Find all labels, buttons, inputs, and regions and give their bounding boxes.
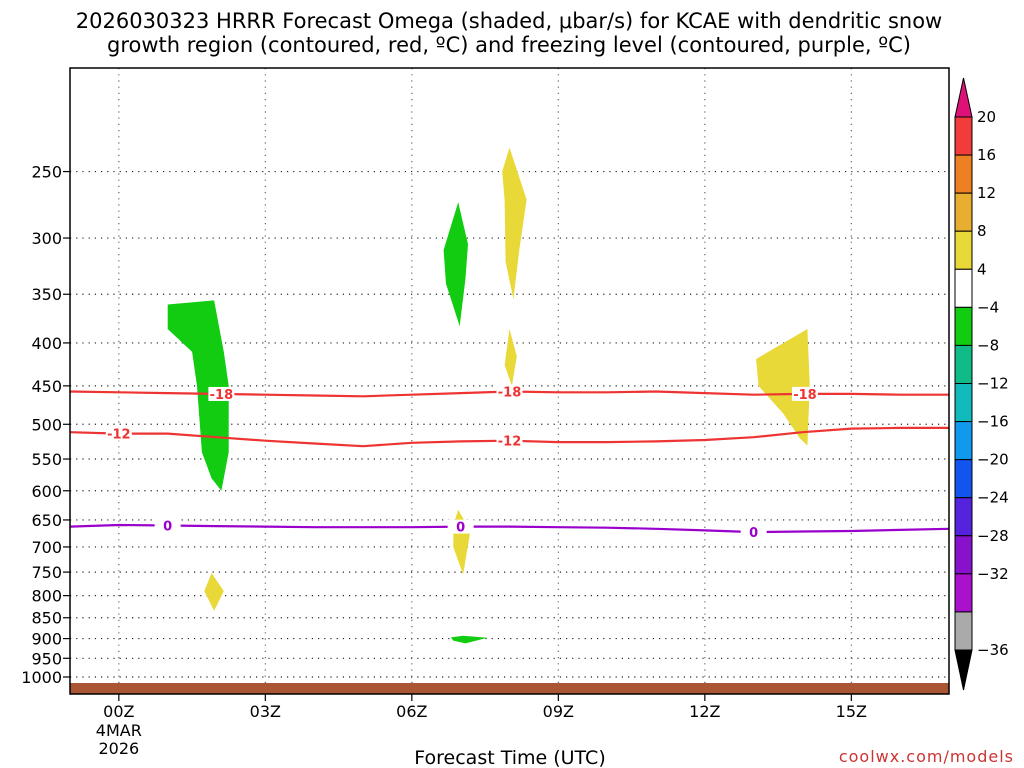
contour-label--18-2: -18	[498, 385, 522, 400]
omega-region-3	[450, 635, 488, 644]
y-tick-label-1000: 1000	[21, 668, 62, 687]
y-tick-label-500: 500	[31, 415, 62, 434]
contour-label-bg	[447, 519, 474, 534]
colorbar-swatch-5	[954, 268, 973, 308]
colorbar-label-10: −20	[977, 451, 1009, 469]
colorbar-label-2: 16	[977, 146, 996, 164]
contour-label-0-2: 0	[456, 521, 465, 536]
colorbar-swatch-10	[954, 459, 973, 499]
y-tick-label-450: 450	[31, 377, 62, 396]
x-tick-sublabel-1: 4MAR	[96, 721, 142, 740]
colorbar-label-4: 8	[977, 222, 987, 240]
ground-layer	[70, 683, 949, 694]
colorbar-label-3: 12	[977, 184, 996, 202]
colorbar-swatch-13	[954, 573, 973, 613]
colorbar-label-6: −4	[977, 298, 999, 316]
colorbar-label-13: −32	[977, 565, 1009, 583]
x-tick-label-00Z: 00Z	[103, 702, 134, 721]
x-tick-label-03Z: 03Z	[250, 702, 281, 721]
contour-label--12-1: -12	[107, 428, 131, 443]
omega-region-4	[502, 147, 527, 300]
omega-region-1	[167, 300, 229, 491]
y-tick-label-950: 950	[31, 649, 62, 668]
omega-region-2	[443, 202, 468, 327]
y-tick-label-750: 750	[31, 563, 62, 582]
chart-title-line-1: 2026030323 HRRR Forecast Omega (shaded, …	[76, 9, 942, 33]
chart-title-line-2: growth region (contoured, red, ºC) and f…	[107, 33, 911, 57]
colorbar-label-11: −24	[977, 489, 1009, 507]
colorbar-swatch-9	[954, 421, 973, 461]
y-tick-label-400: 400	[31, 334, 62, 353]
colorbar-label-7: −8	[977, 336, 999, 354]
contour-label--18-3: -18	[793, 388, 817, 403]
omega-region-7	[204, 573, 224, 611]
x-tick-label-12Z: 12Z	[689, 702, 720, 721]
omega-region-8	[756, 329, 810, 446]
colorbar-swatch-4	[954, 230, 973, 270]
contour-label--18-1: -18	[210, 388, 234, 403]
colorbar-swatch-11	[954, 497, 973, 537]
x-tick-label-06Z: 06Z	[396, 702, 427, 721]
colorbar-swatch-8	[954, 383, 973, 423]
colorbar-swatch-6	[954, 306, 973, 346]
colorbar-swatch-12	[954, 535, 973, 575]
temperature-contours: -18 -18 -18 -12 -12 0 0 0	[69, 384, 950, 541]
contour-label-bg	[740, 525, 767, 540]
colorbar-label-1: 20	[977, 108, 996, 126]
credit-text: coolwx.com/models	[839, 747, 1014, 766]
colorbar-label-5: 4	[977, 260, 987, 278]
contour-label-bg	[496, 384, 523, 399]
y-tick-label-900: 900	[31, 630, 62, 649]
contour-label-0-1: 0	[163, 520, 172, 535]
omega-region-5	[504, 329, 517, 386]
contour-label--12-2: -12	[498, 435, 522, 450]
y-tick-label-650: 650	[31, 511, 62, 530]
y-tick-label-700: 700	[31, 538, 62, 557]
contour-label-bg	[496, 433, 523, 448]
contour-label-bg	[154, 518, 181, 533]
x-tick-label-15Z: 15Z	[836, 702, 867, 721]
y-axis: 250 300 350 400 450 500 550 600 650 700 750 800 850 9…	[21, 163, 70, 687]
y-tick-label-550: 550	[31, 450, 62, 469]
contour-line-0	[69, 523, 950, 534]
plot-frame	[69, 67, 950, 695]
x-tick-label-09Z: 09Z	[543, 702, 574, 721]
colorbar: 20 16 12 8 4 −4 −8 −12 −16 −20 −24 −28 −32 −36	[954, 77, 1009, 691]
x-axis-title: Forecast Time (UTC)	[414, 747, 605, 768]
colorbar-swatch-1	[954, 116, 973, 156]
colorbar-swatch-14	[954, 611, 973, 651]
y-tick-label-250: 250	[31, 163, 62, 182]
colorbar-bottom-arrow	[954, 649, 973, 691]
y-tick-label-300: 300	[31, 229, 62, 248]
colorbar-label-12: −28	[977, 527, 1009, 545]
contour-label-bg	[105, 426, 132, 441]
contour-label-0-3: 0	[749, 526, 758, 541]
y-tick-label-800: 800	[31, 587, 62, 606]
colorbar-swatch-3	[954, 192, 973, 232]
colorbar-label-8: −12	[977, 375, 1009, 393]
colorbar-label-14: −36	[977, 641, 1009, 659]
contour-label-bg	[791, 386, 818, 401]
x-tick-sublabel-2: 2026	[98, 739, 139, 758]
colorbar-swatch-2	[954, 154, 973, 194]
colorbar-top-arrow	[954, 77, 973, 118]
y-tick-label-600: 600	[31, 482, 62, 501]
y-tick-label-350: 350	[31, 285, 62, 304]
y-tick-label-850: 850	[31, 609, 62, 628]
ground-strip	[70, 683, 949, 694]
contour-label-bg	[208, 386, 235, 401]
colorbar-label-9: −16	[977, 413, 1009, 431]
colorbar-swatch-7	[954, 344, 973, 384]
